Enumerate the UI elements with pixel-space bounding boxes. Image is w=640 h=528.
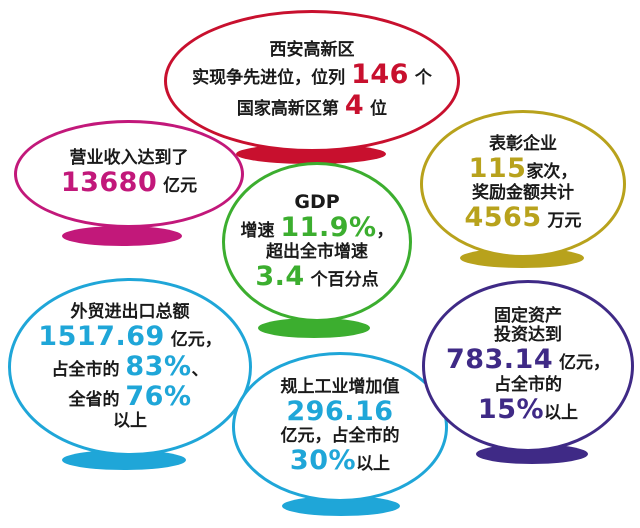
industry-pct: 30% <box>289 445 357 477</box>
gdp-growth-value: 11.9% <box>280 211 377 243</box>
trade-prov-label: 全省的 <box>68 390 126 411</box>
trade-value: 1517.69 <box>38 320 165 352</box>
bubble-shadow-industry <box>282 496 400 516</box>
gdp-growth-label: 增速 <box>240 220 281 241</box>
trade-value-line: 1517.69 亿元， <box>38 320 222 352</box>
gdp-growth-punct: ， <box>376 220 394 241</box>
invest-title-1: 固定资产 <box>494 306 562 327</box>
bubble-shadow-trade <box>62 450 186 470</box>
invest-value-line: 783.14 亿元， <box>446 345 610 375</box>
industry-above: 以上 <box>356 454 391 475</box>
industry-value-line: 296.16 <box>286 395 394 427</box>
award-amount-value: 4565 <box>464 202 542 234</box>
award-count-line: 115家次， <box>468 152 578 184</box>
bubble-investment: 固定资产 投资达到 783.14 亿元， 占全市的 15%以上 <box>422 280 634 452</box>
trade-value-unit: 亿元， <box>164 329 222 350</box>
gdp-exceed-label: 超出全市增速 <box>266 242 368 263</box>
gdp-diff-line: 3.4 个百分点 <box>255 262 378 292</box>
industry-value: 296.16 <box>286 395 394 427</box>
award-amount-line: 4565 万元 <box>464 202 582 234</box>
xian-position-unit: 位 <box>364 98 388 119</box>
revenue-value: 13680 <box>60 167 158 199</box>
trade-city-label: 占全市的 <box>51 359 126 380</box>
invest-pct: 15% <box>477 393 545 425</box>
bubble-trade: 外贸进出口总额 1517.69 亿元， 占全市的 83%、 全省的 76% 以上 <box>8 278 252 456</box>
revenue-unit: 亿元 <box>157 176 198 197</box>
trade-above: 以上 <box>113 411 147 432</box>
industry-title: 规上工业增加值 <box>280 376 400 397</box>
award-count-value: 115 <box>468 152 527 184</box>
invest-above: 以上 <box>544 402 579 423</box>
gdp-diff-value: 3.4 <box>255 261 305 293</box>
xian-rank-count: 146 <box>351 59 409 91</box>
trade-prov-line: 全省的 76% <box>68 381 192 413</box>
xian-position-text: 国家高新区第 <box>236 98 345 119</box>
invest-value: 783.14 <box>445 344 554 376</box>
industry-share-label: 亿元，占全市的 <box>280 426 400 446</box>
invest-title-2: 投资达到 <box>494 325 562 346</box>
gdp-growth-line: 增速 11.9%， <box>240 211 394 243</box>
xian-position-value: 4 <box>344 89 365 121</box>
award-amount-unit: 万元 <box>541 211 582 232</box>
xian-title: 西安高新区 <box>269 40 355 61</box>
revenue-line: 13680 亿元 <box>61 168 197 198</box>
bubble-shadow-gdp <box>258 318 370 338</box>
award-count-unit: 家次， <box>526 161 578 182</box>
xian-position-line: 国家高新区第 4 位 <box>236 89 388 121</box>
trade-prov-pct: 76% <box>125 381 192 413</box>
bubble-award: 表彰企业 115家次， 奖励金额共计 4565 万元 <box>420 110 626 258</box>
xian-rank-unit: 个 <box>408 68 432 89</box>
bubble-gdp: GDP 增速 11.9%， 超出全市增速 3.4 个百分点 <box>222 162 412 322</box>
award-title: 表彰企业 <box>489 133 557 154</box>
xian-rank-text: 实现争先进位，位列 <box>192 68 352 89</box>
trade-city-line: 占全市的 83%、 <box>51 350 209 382</box>
trade-city-pct: 83% <box>125 350 192 382</box>
xian-rank-line: 实现争先进位，位列 146 个 <box>192 60 432 90</box>
trade-city-punct: 、 <box>191 359 209 380</box>
invest-share-label: 占全市的 <box>494 374 562 395</box>
trade-title: 外贸进出口总额 <box>70 301 190 322</box>
bubble-revenue: 营业收入达到了 13680 亿元 <box>14 120 244 228</box>
bubble-shadow-revenue <box>62 226 182 246</box>
gdp-title: GDP <box>294 190 340 213</box>
gdp-diff-unit: 个百分点 <box>304 270 379 291</box>
bubble-xian-ranking: 西安高新区 实现争先进位，位列 146 个 国家高新区第 4 位 <box>164 10 460 152</box>
invest-pct-line: 15%以上 <box>477 393 579 425</box>
industry-pct-line: 30%以上 <box>289 445 391 477</box>
invest-value-unit: 亿元， <box>553 353 611 374</box>
award-amount-label: 奖励金额共计 <box>472 183 574 203</box>
revenue-title: 营业收入达到了 <box>69 148 189 169</box>
bubble-industry: 规上工业增加值 296.16 亿元，占全市的 30%以上 <box>232 352 448 502</box>
